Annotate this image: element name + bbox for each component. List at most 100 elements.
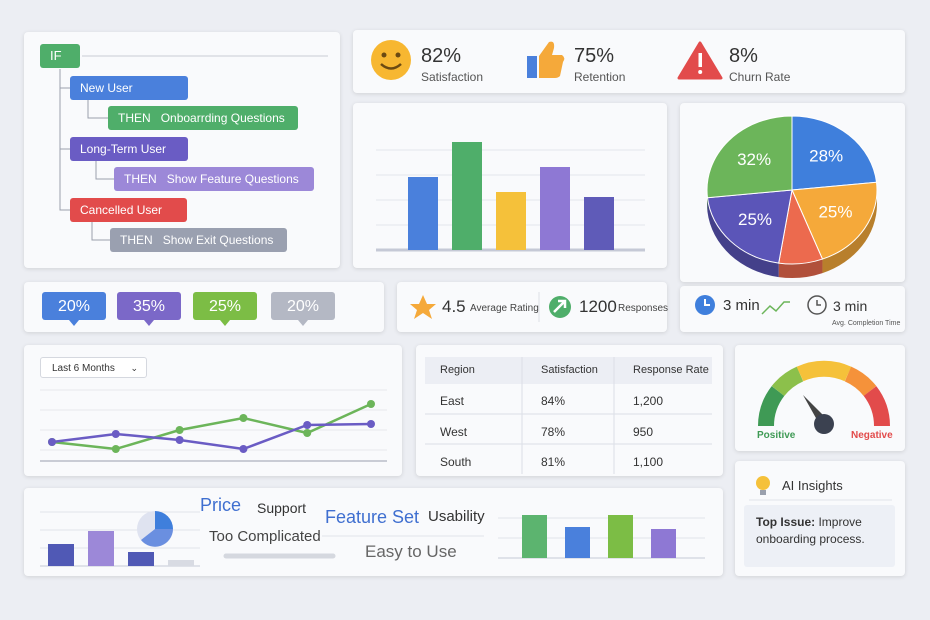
clock-icon — [816, 300, 821, 306]
kpi-label: Satisfaction — [421, 70, 484, 84]
then-label: THEN — [120, 233, 153, 247]
line-point — [367, 420, 375, 428]
bar — [608, 515, 633, 558]
smiley-eye — [395, 52, 401, 58]
thumb-icon — [539, 41, 565, 78]
bulb-icon — [756, 476, 770, 490]
word: Feature Set — [325, 507, 420, 527]
tag — [193, 292, 257, 320]
table-cell: 81% — [541, 455, 566, 469]
clock-icon — [807, 295, 827, 315]
table-header: Response Rate — [633, 364, 709, 376]
table-cell: 78% — [541, 424, 566, 439]
bar — [408, 177, 438, 250]
mini-pie — [141, 529, 173, 547]
line-point — [175, 426, 184, 434]
line — [51, 402, 372, 451]
action-box: THEN Onboarrding Questions — [108, 106, 298, 130]
issue-text: Improve onboarding process. — [756, 515, 865, 546]
tag-pointer — [144, 320, 154, 326]
insight-box — [744, 505, 895, 567]
tag-label: 20% — [58, 298, 90, 315]
table-cell: 1,100 — [633, 455, 664, 469]
line — [51, 422, 372, 451]
range-dropdown[interactable]: Last 6 Months ⌄ — [40, 357, 147, 378]
pie-side — [778, 259, 823, 278]
pie-side — [707, 197, 779, 278]
if-box: IF — [40, 44, 80, 68]
bar — [48, 544, 74, 566]
responses-icon — [553, 299, 567, 313]
table-header: Region — [440, 364, 475, 376]
condition-box: Cancelled User — [70, 198, 187, 222]
condition-box: Long-Term User — [70, 137, 188, 161]
time-panel — [680, 286, 905, 332]
bar — [496, 192, 526, 250]
table-cell: 1,200 — [633, 394, 664, 408]
smiley-eye — [381, 52, 387, 58]
action-box: THEN Show Feature Questions — [114, 167, 314, 191]
warning-icon — [698, 53, 702, 67]
action-box: THEN Show Exit Questions — [110, 228, 287, 252]
pie-label: 28% — [809, 146, 843, 165]
gauge-right-label: Negative — [851, 430, 893, 441]
issue-label: Top Issue: — [756, 515, 816, 529]
action-label: Show Feature Questions — [166, 172, 299, 186]
pie-label: 25% — [738, 210, 772, 229]
word: Usability — [428, 508, 485, 525]
kpi-panel — [353, 30, 905, 93]
insights-title: AI Insights — [782, 478, 843, 493]
tag-label: 25% — [209, 298, 241, 315]
then-label: THEN — [124, 172, 157, 186]
pie-label: 32% — [737, 150, 771, 169]
line-point — [111, 445, 120, 453]
pie: 28% 25% 25% 32% — [706, 115, 878, 278]
tag-label: 20% — [287, 298, 319, 315]
bar — [128, 552, 154, 566]
thumb-icon — [527, 56, 537, 78]
kpi-value: 8% — [729, 45, 758, 67]
table-header-bg — [425, 357, 712, 384]
dropdown-caret: ⌄ — [130, 363, 138, 373]
pie-side — [822, 190, 877, 274]
bar — [522, 515, 547, 558]
line-point — [303, 421, 312, 429]
action-label: Onboarrding Questions — [160, 111, 285, 125]
smiley-icon — [371, 40, 411, 80]
line-point — [303, 429, 312, 437]
clock-icon — [704, 299, 710, 306]
then-label: THEN — [118, 111, 151, 125]
table-cell: West — [440, 424, 468, 439]
tag-pointer — [298, 320, 308, 326]
line-point — [48, 438, 56, 446]
sparkline — [761, 301, 790, 315]
bar — [452, 142, 482, 250]
table-cell: South — [440, 455, 472, 469]
pie-slice — [706, 189, 793, 264]
connectors — [59, 55, 328, 241]
condition-box: New User — [70, 76, 188, 100]
gauge-hub — [814, 414, 834, 434]
rating-panel — [397, 282, 667, 332]
line-point — [367, 400, 375, 408]
bar — [651, 529, 676, 558]
line-point — [111, 430, 120, 438]
kpi-label: Retention — [574, 70, 626, 84]
gauge-left-label: Positive — [757, 430, 796, 441]
tag — [42, 292, 106, 320]
table-cell: East — [440, 394, 465, 408]
time-label: Avg. Completion Time — [832, 320, 901, 327]
table-lines — [425, 357, 712, 474]
smiley-mouth — [380, 63, 402, 70]
gauge-arc — [758, 360, 890, 427]
responses-label: Responses — [618, 303, 669, 314]
time-value: 3 min — [833, 298, 868, 314]
bar — [540, 167, 570, 250]
action-label: Show Exit Questions — [162, 233, 274, 247]
line-point — [239, 445, 248, 453]
bar — [168, 560, 194, 566]
tag — [271, 292, 335, 320]
